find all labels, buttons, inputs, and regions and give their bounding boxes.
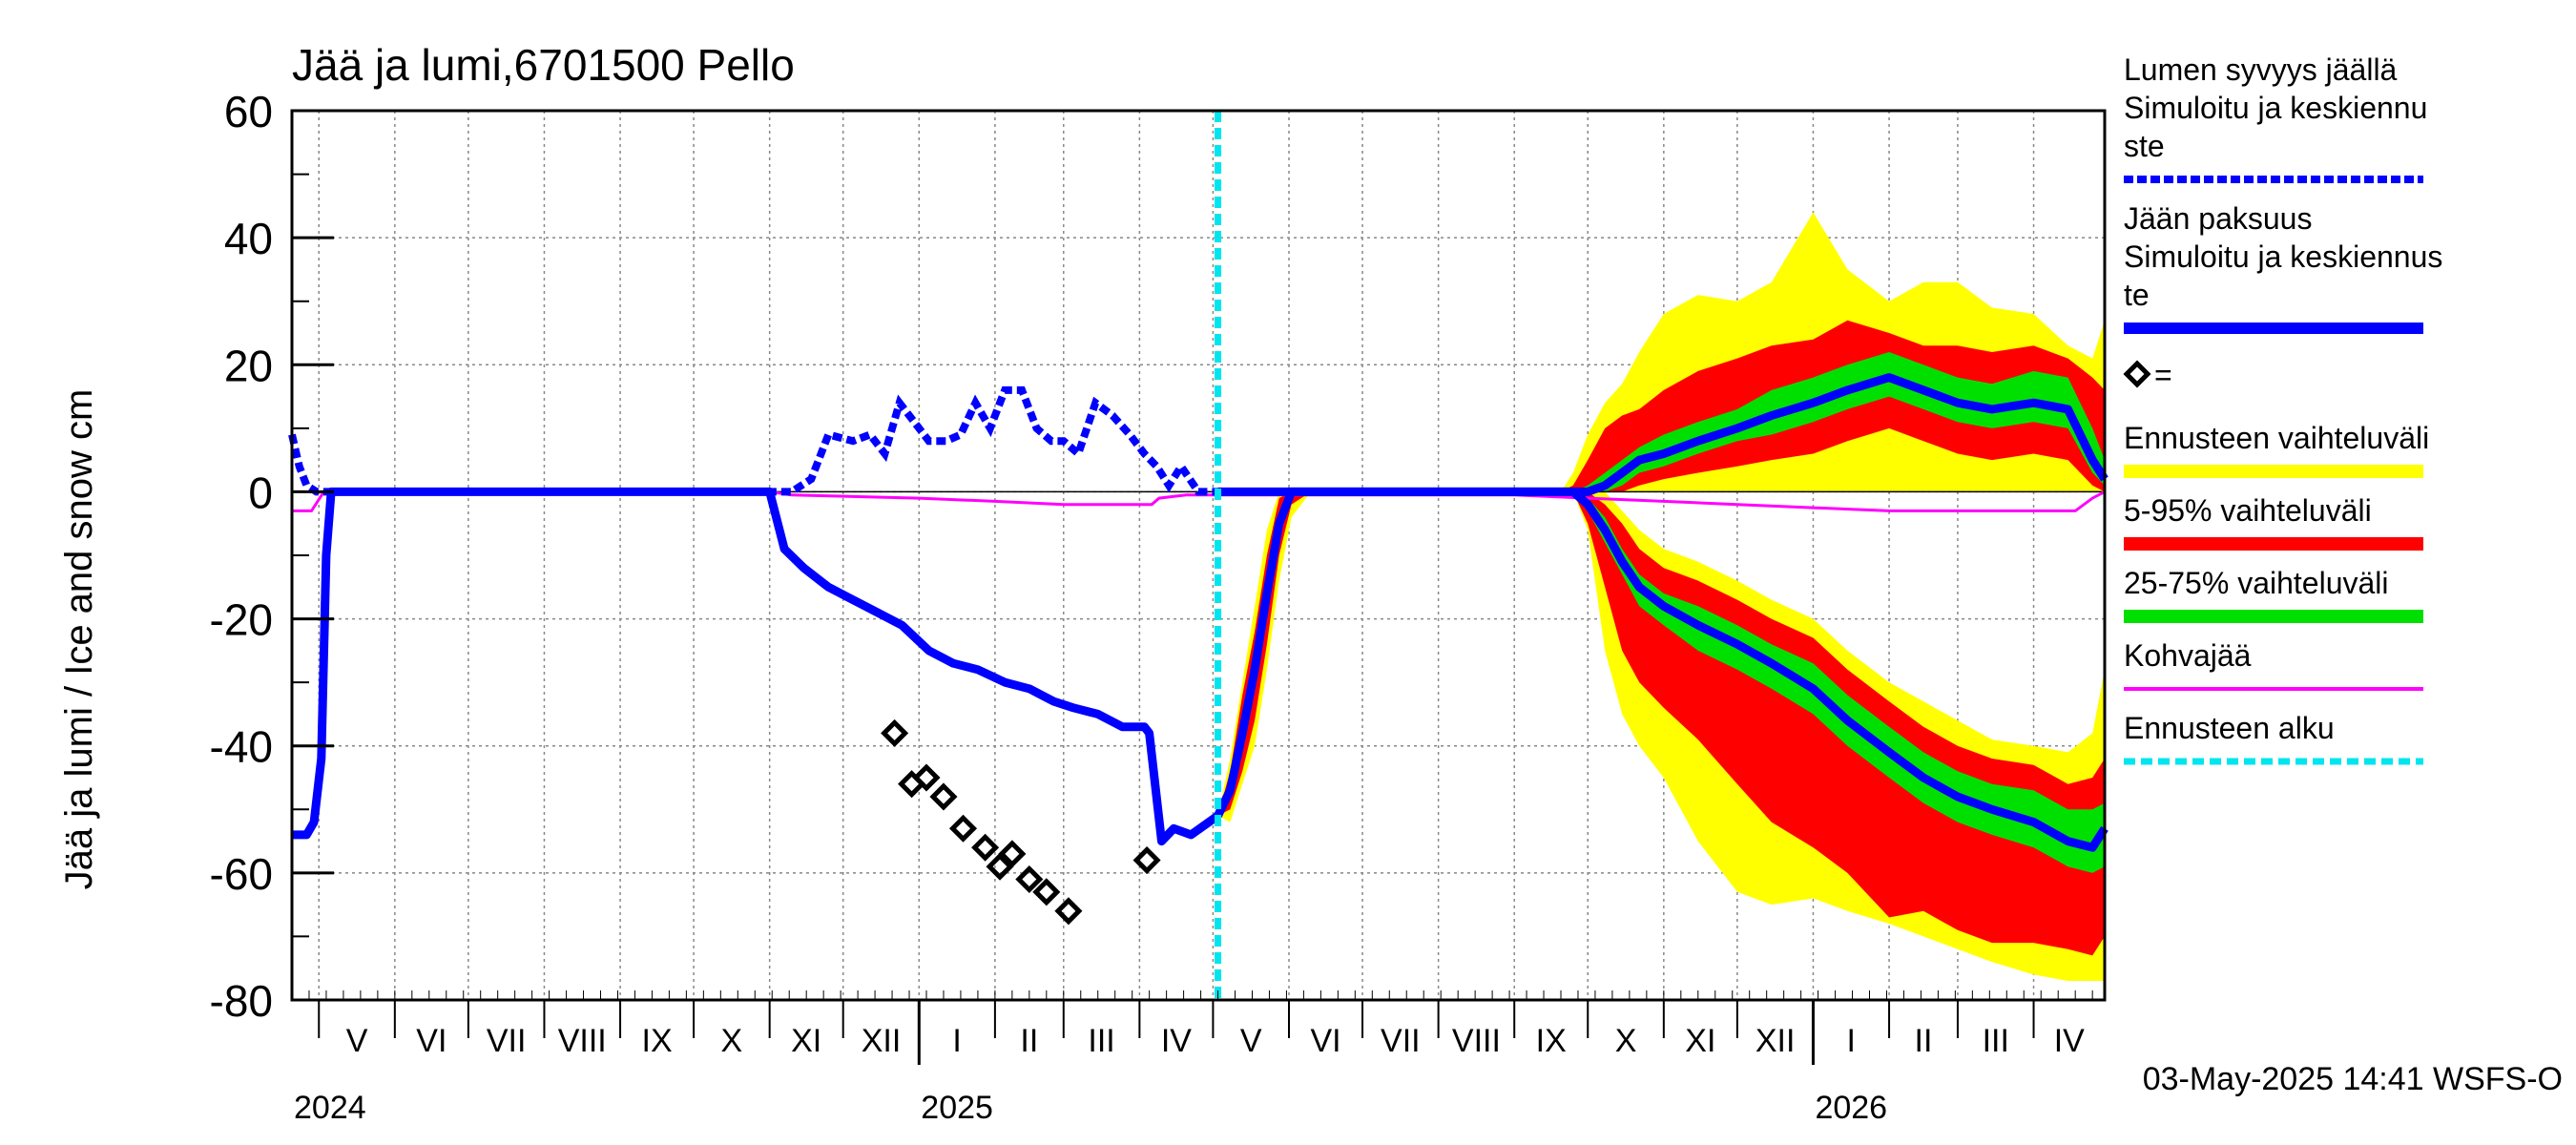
x-month-label: III (1983, 1023, 2009, 1059)
legend-label: Jään paksuus (2124, 201, 2312, 236)
legend-label: Simuloitu ja keskiennu (2124, 91, 2427, 125)
chart-title: Jää ja lumi,6701500 Pello (292, 40, 795, 90)
x-month-label: XII (862, 1023, 902, 1059)
y-axis-label: Jää ja lumi / Ice and snow cm (58, 389, 100, 890)
observed-markers (881, 718, 1161, 926)
x-month-label: VIII (558, 1023, 607, 1059)
legend-label: Simuloitu ja keskiennus (2124, 239, 2442, 274)
ice-forecast-median (1214, 487, 2109, 852)
snow-forecast-median (1217, 373, 2109, 496)
y-tick-label: -20 (210, 595, 273, 645)
y-tick-label: -40 (210, 722, 273, 772)
snow-band-25-75 (1217, 352, 2105, 492)
legend-label: te (2124, 278, 2150, 312)
legend-marker (2123, 360, 2151, 388)
ice-band-5-95 (1217, 491, 2105, 956)
x-month-label: X (1615, 1023, 1637, 1059)
y-tick-label: 20 (224, 341, 273, 390)
x-year-label: 2026 (1815, 1090, 1887, 1126)
x-month-label: VI (416, 1023, 447, 1059)
legend-label: = (2154, 358, 2172, 392)
x-month-label: II (1020, 1023, 1038, 1059)
forecast-bands (1217, 212, 2105, 981)
y-tick-label: -80 (210, 976, 273, 1026)
observed-marker (1132, 846, 1161, 875)
x-month-label: VII (487, 1023, 527, 1059)
y-tick-label: 40 (224, 214, 273, 263)
x-month-label: I (1847, 1023, 1856, 1059)
x-month-label: XII (1755, 1023, 1796, 1059)
legend-label: Ennusteen vaihteluväli (2124, 421, 2429, 455)
x-month-label: IX (1536, 1023, 1567, 1059)
observed-marker (1015, 864, 1044, 894)
ice-thickness-line (292, 487, 1221, 846)
observed-marker (929, 782, 958, 811)
x-month-label: III (1088, 1023, 1114, 1059)
series-lines (288, 111, 2109, 1000)
x-month-label: VII (1381, 1023, 1421, 1059)
observed-marker (971, 833, 1000, 862)
x-month-label: II (1915, 1023, 1933, 1059)
ice-band-25-75 (1217, 491, 2105, 873)
legend-label: 25-75% vaihteluväli (2124, 566, 2389, 600)
x-month-label: V (346, 1023, 368, 1059)
x-month-label: IV (2054, 1023, 2085, 1059)
legend-label: Ennusteen alku (2124, 711, 2335, 745)
legend-label: ste (2124, 129, 2165, 163)
x-month-label: VI (1310, 1023, 1340, 1059)
x-month-label: IV (1161, 1023, 1192, 1059)
y-tick-label: 60 (224, 87, 273, 136)
observed-marker (1054, 897, 1083, 926)
legend: Lumen syvyys jäällä Simuloitu ja keskien… (2123, 52, 2442, 765)
x-month-label: I (952, 1023, 961, 1059)
x-year-label: 2024 (294, 1090, 366, 1126)
observed-marker (948, 814, 978, 843)
x-month-label: IX (642, 1023, 673, 1059)
legend-label: 5-95% vaihteluväli (2124, 493, 2372, 528)
plot-frame (290, 109, 2107, 1002)
x-month-label: XI (1685, 1023, 1715, 1059)
legend-label: Lumen syvyys jäällä (2124, 52, 2398, 87)
legend-label: Kohvajää (2124, 638, 2252, 673)
observed-marker (881, 718, 909, 747)
x-month-label: V (1240, 1023, 1262, 1059)
snow-depth-line (288, 385, 1218, 496)
y-tick-label: 0 (248, 468, 273, 517)
x-month-label: X (721, 1023, 743, 1059)
timestamp-footer: 03-May-2025 14:41 WSFS-O (2143, 1061, 2563, 1097)
observed-marker (986, 852, 1014, 881)
x-month-label: XI (791, 1023, 821, 1059)
observed-marker (998, 840, 1027, 868)
x-year-label: 2025 (921, 1090, 993, 1126)
x-month-label: VIII (1452, 1023, 1501, 1059)
observed-marker (1032, 878, 1061, 906)
observed-marker (912, 763, 941, 792)
y-tick-label: -60 (210, 849, 273, 899)
